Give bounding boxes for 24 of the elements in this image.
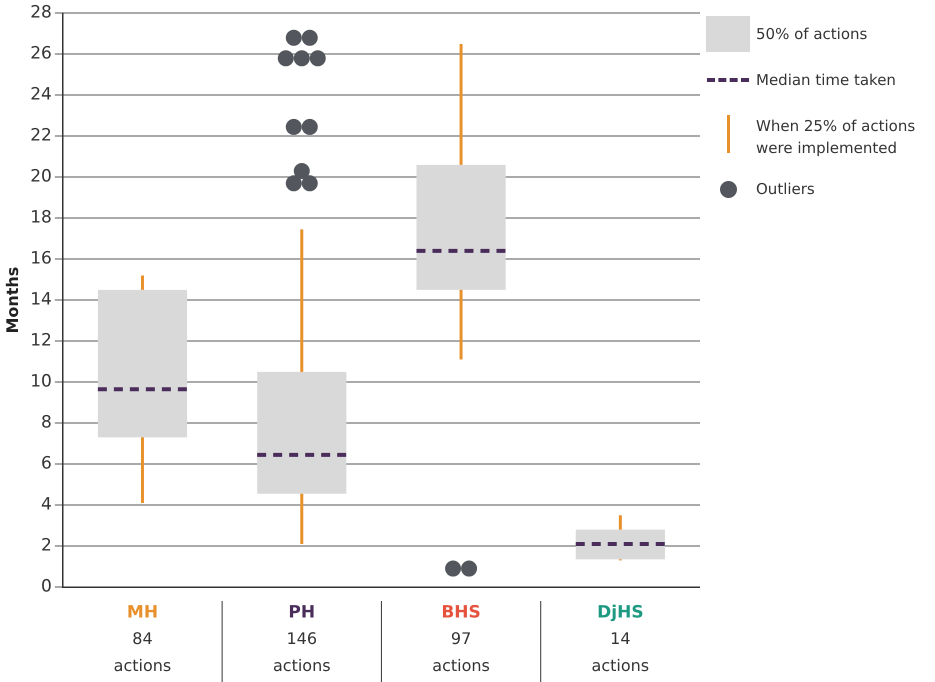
y-tick-label: 24 — [30, 84, 52, 105]
text: Median time taken — [756, 70, 896, 91]
y-tick-label: 10 — [30, 371, 52, 392]
y-tick-label: 16 — [30, 248, 52, 269]
legend-label: 50% of actions — [756, 24, 868, 45]
y-tick-label: 4 — [41, 494, 52, 514]
y-tick-label: 2 — [41, 535, 52, 556]
y-tick-label: 8 — [41, 412, 52, 432]
y-tick-label: 18 — [30, 208, 52, 228]
x-tick-label: PH 146 actions — [272, 602, 331, 676]
y-axis-title: Months — [2, 266, 22, 334]
text: Outliers — [756, 179, 815, 200]
y-tick-label: 28 — [30, 2, 52, 23]
y-tick-label: 14 — [30, 290, 52, 310]
x-tick-label: BHS 97 actions — [432, 602, 490, 676]
y-tick-label: 0 — [41, 576, 52, 596]
y-tick-label: 22 — [30, 126, 52, 146]
x-tick-label: DjHS 14 actions — [592, 602, 650, 676]
y-tick-label: 12 — [30, 330, 52, 351]
x-tick-label: MH 84 actions — [114, 602, 172, 676]
y-tick-label: 6 — [41, 453, 52, 474]
y-tick-label: 26 — [30, 44, 52, 64]
text: When 25% of actions were implemented — [756, 116, 916, 159]
y-tick-label: 20 — [30, 166, 52, 187]
